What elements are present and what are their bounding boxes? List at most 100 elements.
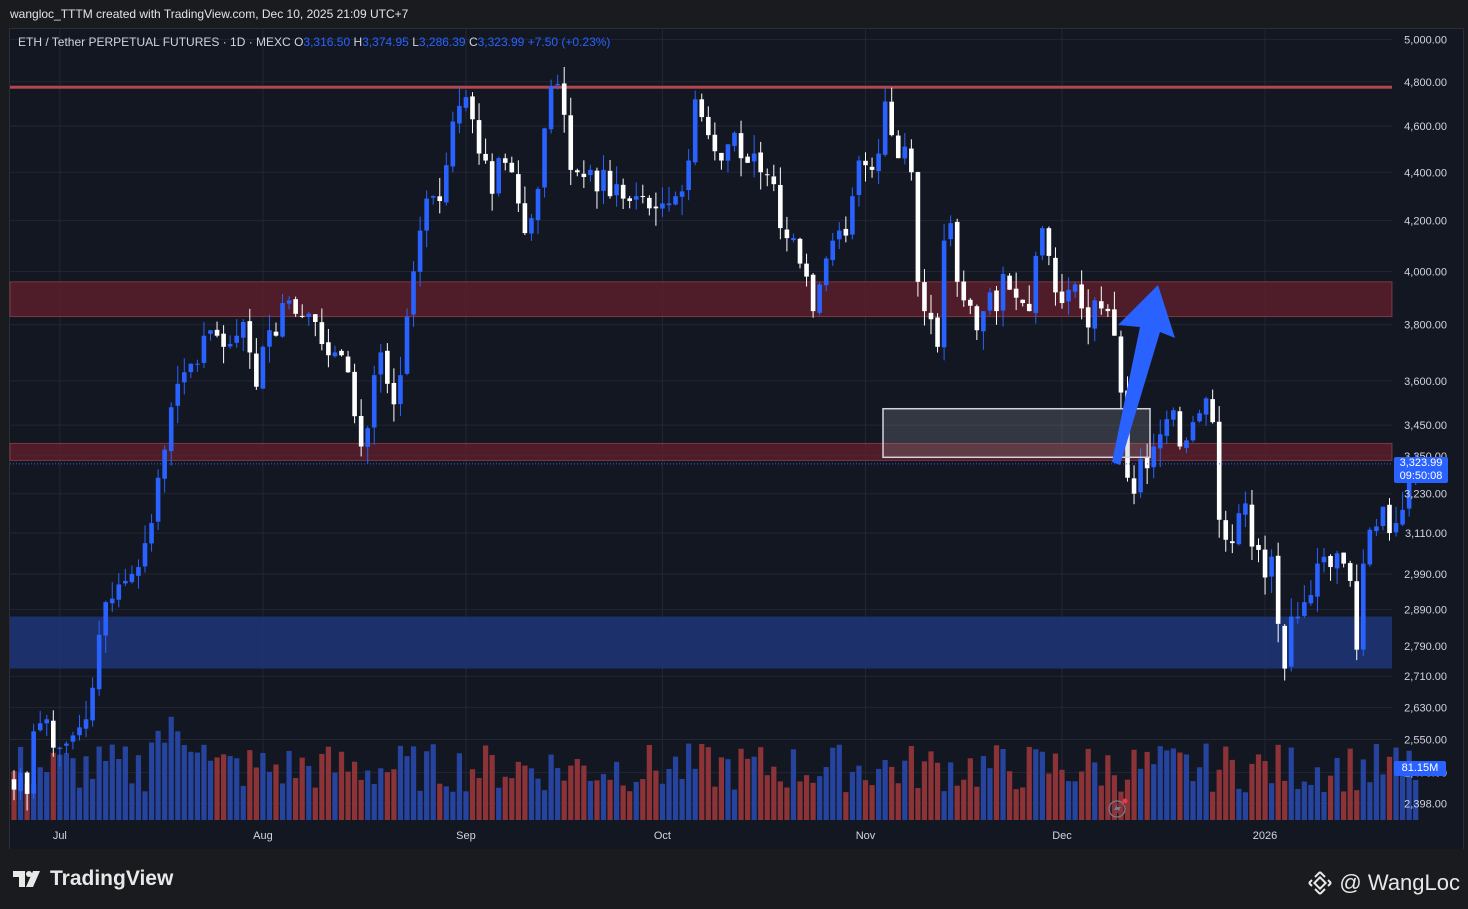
- candle-body: [588, 169, 593, 176]
- volume-bar: [718, 757, 724, 820]
- volume-bar: [463, 791, 469, 820]
- candle-body: [614, 184, 619, 196]
- volume-bar: [90, 778, 96, 820]
- volume-bar: [319, 753, 325, 820]
- candle-body: [319, 322, 325, 345]
- candle-body: [1197, 413, 1202, 422]
- candle-body: [509, 162, 515, 173]
- volume-bar: [437, 783, 443, 820]
- y-tick-label: 2,990.00: [1404, 569, 1447, 581]
- candle-body: [77, 727, 82, 736]
- x-tick-label: Nov: [856, 830, 876, 842]
- volume-bar: [627, 791, 633, 820]
- volume-bar: [443, 786, 449, 820]
- candle-body: [1354, 581, 1360, 650]
- volume-bar: [1210, 791, 1216, 820]
- volume-bar: [476, 778, 482, 820]
- candle-body: [902, 146, 908, 159]
- candle-body: [37, 723, 43, 731]
- candle-body: [470, 96, 475, 120]
- candle-body: [745, 156, 750, 163]
- candle-body: [247, 321, 253, 353]
- volume-bar: [967, 758, 973, 820]
- candle-body: [778, 184, 783, 229]
- volume-bar: [1138, 768, 1144, 820]
- volume-bar: [1373, 744, 1379, 820]
- volume-bar: [181, 745, 187, 820]
- candle-body: [575, 170, 580, 173]
- candle-body: [1328, 555, 1333, 568]
- volume-bar: [1367, 782, 1373, 820]
- resistance-zone: [9, 281, 1393, 318]
- volume-bar: [614, 761, 620, 820]
- volume-bar: [266, 771, 273, 820]
- volume-bar: [1314, 767, 1321, 820]
- candle-body: [254, 353, 259, 387]
- candle-body: [1092, 300, 1098, 329]
- candle-body: [116, 584, 122, 600]
- candle-body: [502, 158, 508, 163]
- candle-body: [345, 356, 351, 373]
- candle-body: [273, 331, 279, 336]
- tradingview-logo[interactable]: TradingView: [12, 867, 173, 891]
- alert-dot: [1122, 798, 1128, 804]
- volume-bar: [332, 772, 338, 820]
- volume-bar: [672, 756, 679, 820]
- volume-bar: [358, 779, 364, 820]
- demand-zone: [10, 616, 1392, 669]
- volume-bar: [404, 756, 410, 820]
- volume-bar: [378, 768, 384, 820]
- candle-body: [1249, 504, 1255, 547]
- candle-body: [109, 598, 115, 604]
- volume-bar: [895, 783, 901, 820]
- y-tick-label: 2,790.00: [1404, 641, 1447, 653]
- candle-body: [594, 170, 600, 192]
- candle-body: [542, 128, 547, 188]
- y-tick-label: 3,230.00: [1404, 489, 1447, 501]
- candle-body: [1157, 434, 1163, 449]
- volume-bar: [450, 791, 456, 820]
- candle-body: [463, 97, 469, 108]
- volume-bar: [515, 761, 521, 820]
- volume-bar: [1223, 746, 1229, 820]
- candle-body: [18, 772, 23, 792]
- candle-body: [1374, 526, 1379, 532]
- candle-body: [673, 196, 678, 205]
- candle-body: [817, 284, 822, 313]
- volume-bar: [869, 785, 875, 820]
- symbol-title[interactable]: ETH / Tether PERPETUAL FUTURES · 1D · ME…: [18, 35, 291, 49]
- candle-body: [797, 238, 803, 264]
- candle-body: [1210, 399, 1215, 423]
- candle-body: [168, 407, 174, 452]
- high-label: H: [353, 35, 363, 49]
- candle-body: [398, 375, 403, 405]
- volume-bar: [987, 768, 993, 820]
- candle-body: [1262, 549, 1268, 578]
- candle-body: [1216, 421, 1222, 520]
- candle-body: [764, 174, 770, 176]
- y-tick-label: 2,890.00: [1404, 604, 1447, 616]
- volume-bar: [1026, 746, 1032, 820]
- candle-body: [987, 292, 993, 311]
- volume-bar: [1020, 787, 1026, 820]
- candle-body: [483, 153, 488, 161]
- candle-body: [719, 152, 724, 161]
- candle-body: [1118, 336, 1124, 393]
- volume-bar: [1151, 764, 1157, 820]
- candle-body: [280, 303, 285, 337]
- candle-body: [516, 174, 521, 204]
- candle-body: [706, 116, 711, 136]
- volume-bar: [1262, 761, 1268, 820]
- candle-body: [496, 158, 501, 194]
- candle-body: [299, 315, 305, 317]
- last-price-tag: 3,323.99 09:50:08: [1394, 456, 1448, 483]
- y-tick-label: 4,000.00: [1404, 266, 1447, 278]
- volume-bar: [679, 778, 685, 820]
- price-chart[interactable]: 5,000.00 4,800.00 4,600.00 4,400.00 4,200.00…: [0, 0, 1468, 850]
- candle-body: [922, 282, 927, 312]
- volume-bar: [430, 744, 436, 820]
- volume-bar: [221, 754, 227, 820]
- volume-bar: [817, 776, 823, 820]
- volume-tag: 81.15M: [1394, 761, 1446, 776]
- candle-body: [444, 165, 449, 203]
